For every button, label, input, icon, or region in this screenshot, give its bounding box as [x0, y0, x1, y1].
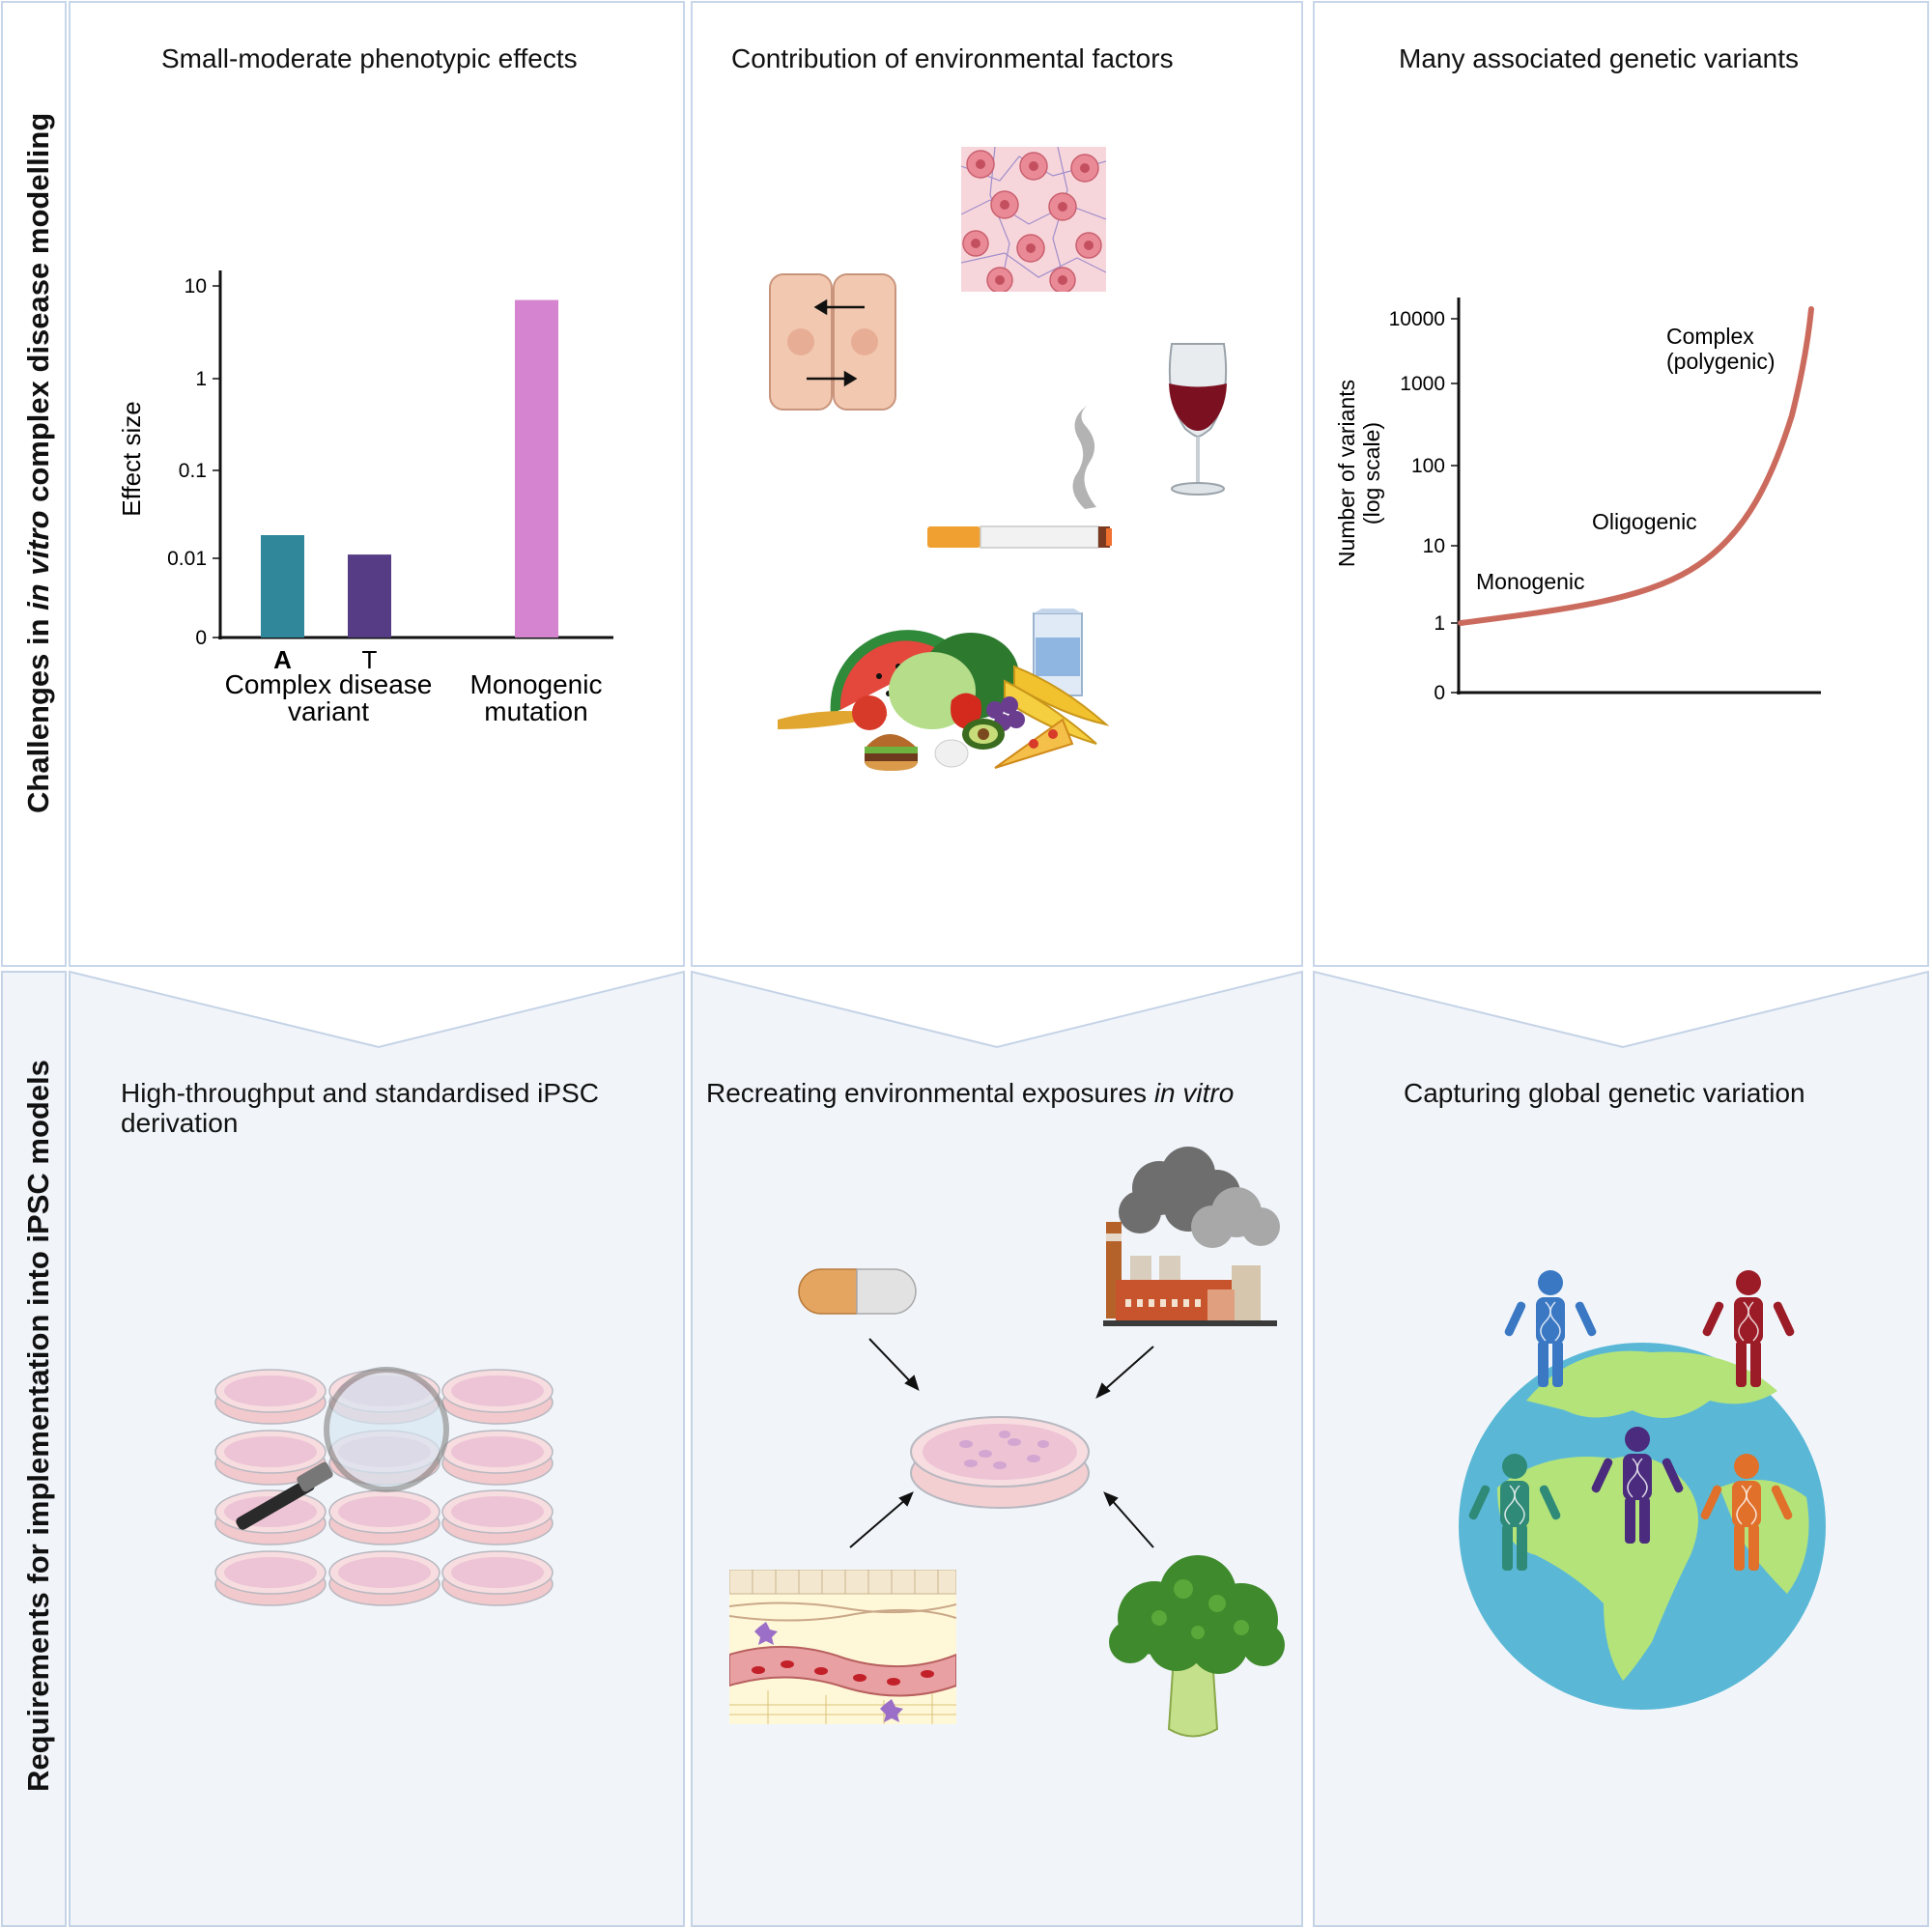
person-red-icon: [1702, 1270, 1795, 1387]
row-label-challenges: Challenges in in vitro complex disease m…: [21, 112, 55, 813]
person-orange-icon: [1700, 1454, 1793, 1571]
petri-dish-icon: [441, 1369, 554, 1425]
title-environment: Contribution of environmental factors: [731, 43, 1174, 73]
petri-dish-array: [214, 1367, 554, 1606]
y-axis-label-2: (log scale): [1359, 422, 1384, 525]
group-label-monogenic-2: mutation: [484, 696, 587, 726]
title-global: Capturing global genetic variation: [1404, 1078, 1805, 1108]
petri-dish-icon: [441, 1550, 554, 1606]
magnifying-glass-icon: [236, 1367, 449, 1530]
central-petri-dish: [910, 1416, 1090, 1509]
variants-chart: 0 1 10 100 1000 10000 Number of variants (log s…: [1334, 298, 1821, 704]
pill-capsule-icon: [798, 1268, 917, 1315]
factory-pollution-icon: [1103, 1147, 1280, 1326]
y-tick-label: 1: [1434, 612, 1445, 635]
broccoli-icon: [1109, 1555, 1285, 1738]
y-tick-label: 100: [1411, 455, 1445, 477]
petri-dish-icon: [441, 1430, 554, 1486]
title-derivation: High-throughput and standardised iPSC de…: [121, 1078, 599, 1138]
title-effects: Small-moderate phenotypic effects: [161, 43, 578, 73]
y-tick-label: 1000: [1400, 373, 1445, 395]
cigarette-icon: [927, 406, 1112, 549]
petri-dish-icon: [214, 1430, 327, 1486]
y-tick-label: 10000: [1389, 308, 1445, 330]
bar-label-allele-t: T: [362, 645, 378, 674]
petri-dish-icon: [214, 1550, 327, 1606]
globe-with-people-illustration: [1459, 1270, 1826, 1710]
bar: [515, 299, 558, 638]
title-variants: Many associated genetic variants: [1399, 43, 1799, 73]
group-label-complex-2: variant: [288, 696, 369, 726]
group-label-monogenic: Monogenic: [470, 669, 603, 699]
petri-dish-icon: [214, 1369, 327, 1425]
bar-label-allele-a: A: [273, 645, 292, 674]
variants-curve: [1458, 306, 1814, 626]
petri-dish-icon: [441, 1489, 554, 1545]
tissue-vessel-illustration: [729, 1570, 956, 1724]
y-tick-label: 0.1: [179, 460, 207, 482]
cell-signaling-illustration: [769, 273, 896, 411]
y-tick-label: 0: [195, 627, 207, 649]
annotation-complex: Complex: [1666, 324, 1754, 349]
y-tick-label: 1: [195, 368, 207, 390]
y-tick-label: 0: [1434, 682, 1445, 704]
line-chart-plot: 0 1 10 100 1000 10000 Number of variants (log s…: [1334, 298, 1821, 704]
wine-glass-icon: [1168, 343, 1228, 496]
group-label-complex: Complex disease: [225, 669, 433, 699]
person-purple-icon: [1591, 1427, 1684, 1544]
annotation-oligogenic: Oligogenic: [1592, 509, 1697, 534]
petri-dish-icon: [328, 1550, 440, 1606]
dna-icons: [1504, 1301, 1759, 1525]
y-tick-label: 10: [1423, 535, 1445, 557]
bar: [348, 554, 391, 638]
person-teal-icon: [1468, 1454, 1561, 1571]
petri-dish-icon: [328, 1489, 440, 1545]
title-exposures: Recreating environmental exposures in vi…: [706, 1078, 1235, 1108]
y-axis-label: Effect size: [117, 401, 146, 516]
food-group-illustration: [778, 609, 1110, 771]
y-tick-label: 10: [185, 275, 207, 298]
bar: [261, 535, 304, 638]
annotation-monogenic: Monogenic: [1476, 569, 1585, 594]
annotation-polygenic: (polygenic): [1666, 349, 1776, 374]
y-axis-label: Number of variants: [1334, 380, 1359, 567]
person-blue-icon: [1504, 1270, 1597, 1387]
tissue-cells-illustration: [961, 147, 1106, 292]
exposure-arrows: [849, 1338, 1154, 1548]
y-tick-label: 0.01: [167, 548, 207, 570]
row-label-requirements: Requirements for implementation into iPS…: [21, 1060, 55, 1792]
petri-dish-icon: [214, 1489, 327, 1545]
